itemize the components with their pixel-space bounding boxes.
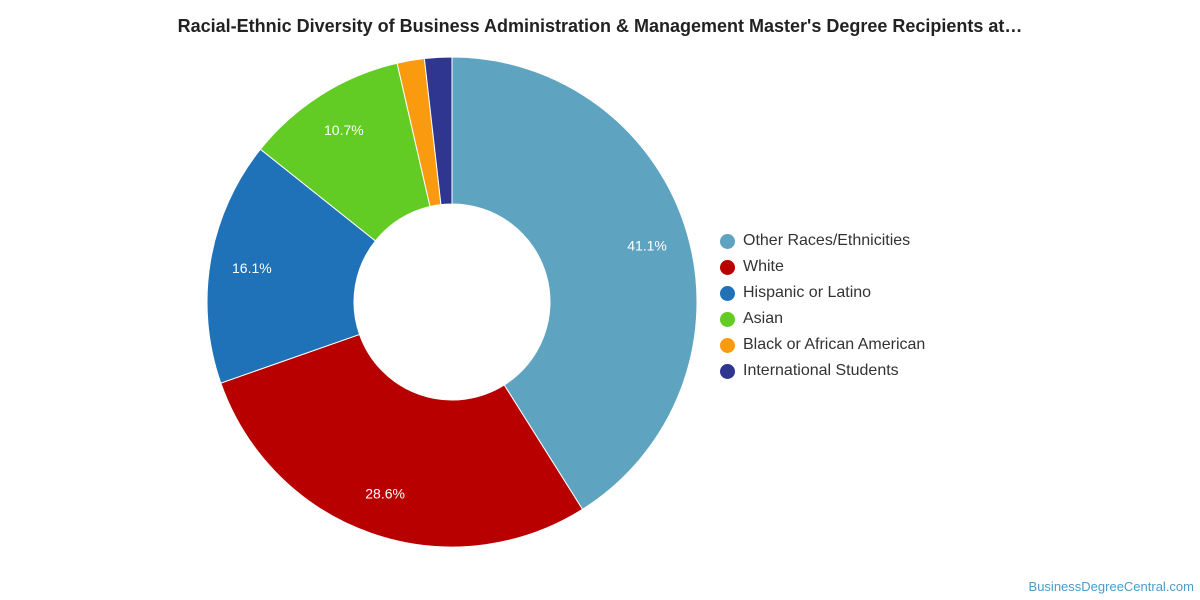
- data-label-other-races-ethnicities: 41.1%: [627, 238, 667, 254]
- source-watermark: BusinessDegreeCentral.com: [1028, 579, 1194, 594]
- data-label-asian: 10.7%: [324, 122, 364, 138]
- chart-legend: Other Races/Ethnicities White Hispanic or …: [720, 228, 925, 384]
- slice-asian: [259, 62, 431, 242]
- slice-other-races-ethnicities: [451, 56, 698, 511]
- legend-label: International Students: [743, 362, 899, 379]
- legend-item-other-races-ethnicities[interactable]: Other Races/Ethnicities: [720, 228, 925, 254]
- legend-swatch-icon: [720, 233, 735, 249]
- legend-label: Other Races/Ethnicities: [743, 232, 911, 249]
- legend-swatch-icon: [720, 337, 735, 353]
- legend-label: White: [743, 258, 784, 275]
- legend-item-black-or-african-american[interactable]: Black or African American: [720, 332, 925, 358]
- data-label-white: 28.6%: [365, 486, 405, 502]
- legend-label: Asian: [743, 310, 784, 327]
- legend-label: Black or African American: [743, 336, 926, 353]
- legend-item-international-students[interactable]: International Students: [720, 358, 925, 384]
- slice-international-students: [423, 56, 453, 206]
- slice-white: [220, 333, 584, 548]
- legend-item-white[interactable]: White: [720, 254, 925, 280]
- legend-item-hispanic-or-latino[interactable]: Hispanic or Latino: [720, 280, 925, 306]
- chart-title: Racial-Ethnic Diversity of Business Admi…: [177, 16, 1023, 36]
- data-label-hispanic-or-latino: 16.1%: [232, 260, 272, 276]
- legend-swatch-icon: [720, 363, 735, 379]
- legend-swatch-icon: [720, 311, 735, 327]
- legend-item-asian[interactable]: Asian: [720, 306, 925, 332]
- legend-label: Hispanic or Latino: [743, 284, 872, 301]
- legend-swatch-icon: [720, 285, 735, 301]
- legend-swatch-icon: [720, 259, 735, 275]
